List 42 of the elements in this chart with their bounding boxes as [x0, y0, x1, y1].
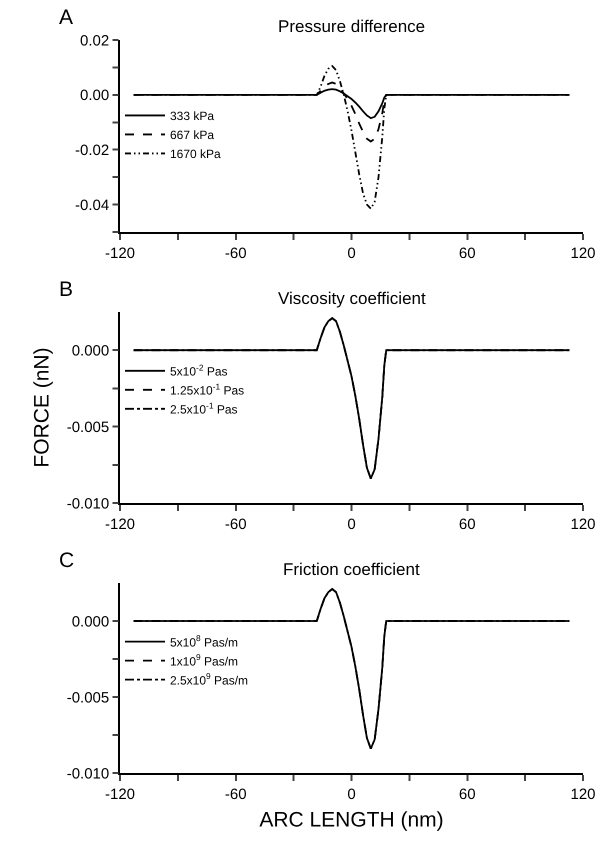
legend-label: 1x10$^{9}$ Pas/m	[170, 652, 238, 668]
x-tick-label: -60	[224, 786, 247, 803]
y-tick-label: -0.005	[66, 689, 110, 706]
text: A	[59, 6, 74, 29]
text: C	[59, 549, 74, 572]
legend-label: 667 kPa	[170, 128, 214, 142]
y-tick-label: 0.02	[80, 32, 110, 50]
x-tick-label: -120	[104, 244, 136, 262]
x-tick-label: 120	[570, 516, 596, 533]
x-tick-label: 0	[347, 786, 356, 803]
y-tick-label: -0.04	[75, 196, 110, 214]
y-tick-label: -0.010	[66, 765, 110, 782]
x-tick-label: 120	[570, 244, 596, 262]
x-tick-label: 60	[458, 516, 476, 533]
y-axis-title: FORCE (nN)	[30, 347, 54, 468]
x-tick-label: -60	[224, 244, 247, 262]
y-tick-label: -0.02	[75, 142, 110, 159]
chart-title: Friction coefficient	[283, 560, 420, 579]
legend-label: 5x10$^{-2}$ Pas	[170, 362, 228, 378]
x-tick-label: -60	[224, 516, 247, 533]
x-axis-title: ARC LENGTH (nm)	[259, 808, 444, 832]
x-tick-label: 60	[458, 244, 476, 262]
y-tick-label: 0.00	[80, 87, 110, 104]
y-tick-label: 0.000	[72, 613, 110, 630]
chart-title: Pressure difference	[278, 17, 426, 36]
x-tick-label: -120	[104, 786, 136, 803]
y-tick-label: 0.000	[72, 342, 110, 360]
legend-label: 1.25x10$^{-1}$ Pas	[170, 381, 244, 398]
y-tick-label: -0.005	[66, 418, 110, 436]
x-tick-label: 60	[458, 786, 476, 803]
legend-label: 2.5x10$^{9}$ Pas/m	[170, 671, 248, 688]
x-tick-label: -120	[104, 516, 136, 533]
legend-label: 2.5x10$^{-1}$ Pas	[170, 400, 238, 416]
legend-label: 5x10$^{8}$ Pas/m	[170, 633, 238, 650]
legend-label: 333 kPa	[170, 109, 214, 124]
chart-title: Viscosity coefficient	[278, 289, 426, 308]
x-tick-label: 0	[347, 516, 356, 533]
legend-label: 1670 kPa	[170, 147, 222, 162]
text: B	[59, 278, 74, 301]
x-tick-label: 0	[347, 244, 356, 262]
x-tick-label: 120	[570, 786, 596, 803]
y-tick-label: -0.010	[66, 495, 110, 512]
